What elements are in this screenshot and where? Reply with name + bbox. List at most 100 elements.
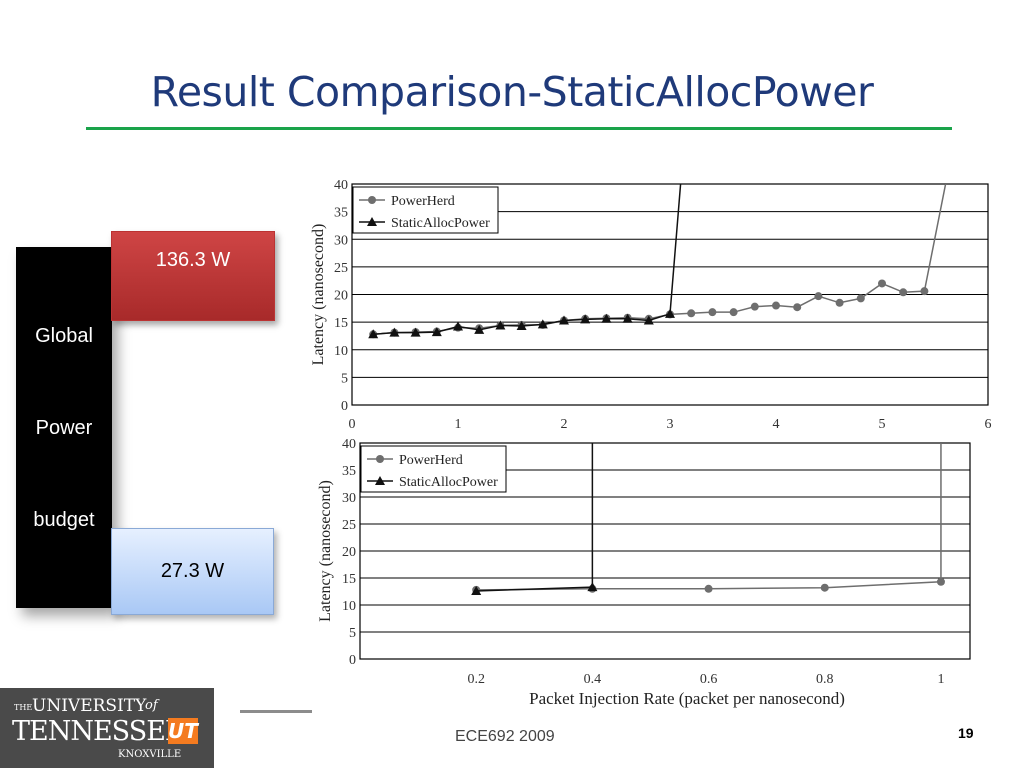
point-StaticAllocPower — [587, 582, 598, 592]
point-PowerHerd — [814, 292, 823, 301]
high-power-label: 136.3 W — [155, 249, 231, 271]
y-tick-label: 15 — [334, 316, 348, 331]
x-axis-label: Packet Injection Rate (packet per nanose… — [529, 689, 845, 708]
point-PowerHerd — [687, 309, 696, 318]
footer-rule — [240, 710, 312, 713]
legend-label-StaticAllocPower: StaticAllocPower — [391, 216, 490, 231]
point-PowerHerd — [820, 583, 829, 592]
point-PowerHerd — [899, 288, 908, 297]
y-tick-label: 5 — [341, 371, 348, 386]
logo-tennessee: TENNESSEE — [12, 716, 185, 747]
y-tick-label: 5 — [349, 626, 356, 641]
logo-of: of — [145, 698, 158, 713]
point-PowerHerd — [936, 577, 945, 586]
y-tick-label: 25 — [334, 261, 348, 276]
chart-1: 0 5 10 15 20 25 30 35 40 0 1 2 3 4 5 6 Latency (nanoseco… — [310, 178, 992, 432]
x-tick-label: 0.6 — [700, 672, 718, 687]
point-PowerHerd — [793, 303, 802, 312]
point-StaticAllocPower — [601, 313, 612, 323]
y-axis-label: Latency (nanosecond) — [317, 480, 334, 622]
legend-marker-PowerHerd — [376, 455, 384, 463]
y-tick-label: 25 — [342, 518, 356, 533]
x-tick-label: 2 — [561, 417, 568, 432]
point-PowerHerd — [920, 287, 929, 296]
y-axis-label: Latency (nanosecond) — [310, 224, 327, 366]
legend-marker-PowerHerd — [368, 196, 376, 204]
y-tick-label: 40 — [334, 178, 348, 193]
y-tick-label: 10 — [334, 344, 348, 359]
legend-label-PowerHerd: PowerHerd — [391, 194, 455, 209]
title-underline — [86, 127, 952, 130]
x-tick-label: 0.4 — [584, 672, 602, 687]
y-tick-label: 20 — [342, 545, 356, 560]
point-PowerHerd — [750, 302, 759, 311]
y-tick-label: 30 — [342, 491, 356, 506]
x-tick-label: 4 — [773, 417, 780, 432]
point-StaticAllocPower — [665, 308, 675, 318]
y-tick-label: 0 — [341, 399, 348, 414]
legend-marker-StaticAllocPower — [367, 217, 377, 226]
point-PowerHerd — [878, 279, 886, 288]
logo-university: UNIVERSITY — [32, 696, 147, 716]
x-tick-label: 0.2 — [467, 672, 485, 687]
legend-box — [352, 186, 499, 234]
point-StaticAllocPower — [622, 313, 633, 323]
point-StaticAllocPower — [516, 320, 527, 330]
y-tick-label: 40 — [342, 437, 356, 452]
point-StaticAllocPower — [410, 327, 421, 337]
point-PowerHerd — [708, 308, 717, 317]
logo-the: THE — [14, 703, 33, 712]
point-StaticAllocPower — [559, 315, 569, 325]
low-power-label: 27.3 W — [160, 560, 225, 582]
point-PowerHerd — [772, 301, 780, 310]
y-tick-label: 20 — [334, 289, 348, 304]
point-StaticAllocPower — [474, 324, 485, 334]
point-StaticAllocPower — [495, 320, 506, 330]
x-tick-label: 3 — [667, 417, 674, 432]
point-PowerHerd — [856, 294, 865, 303]
legend-label-PowerHerd: PowerHerd — [399, 453, 463, 468]
legend-marker-StaticAllocPower — [375, 476, 385, 485]
point-StaticAllocPower — [368, 329, 379, 339]
low-power-box: 27.3 W — [111, 528, 274, 615]
page-number: 19 — [958, 725, 974, 741]
logo-knoxville: KNOXVILLE — [118, 749, 182, 760]
x-tick-label: 5 — [879, 417, 886, 432]
y-tick-label: 35 — [342, 464, 356, 479]
point-StaticAllocPower — [580, 314, 591, 324]
point-PowerHerd — [729, 308, 738, 317]
budget-word-global: Global — [35, 325, 93, 347]
y-tick-label: 15 — [342, 572, 356, 587]
legend-box — [360, 445, 507, 493]
legend-label-StaticAllocPower: StaticAllocPower — [399, 475, 498, 490]
y-tick-label: 30 — [334, 233, 348, 248]
x-tick-label: 6 — [985, 417, 992, 432]
high-power-box: 136.3 W — [111, 231, 275, 321]
x-tick-label: 0 — [349, 417, 356, 432]
point-StaticAllocPower — [471, 585, 482, 595]
point-StaticAllocPower — [453, 321, 463, 331]
point-StaticAllocPower — [537, 319, 548, 329]
budget-word-power: Power — [35, 417, 93, 439]
x-tick-label: 1 — [455, 417, 462, 432]
university-logo: THE UNIVERSITY of TENNESSEE UT KNOXVILLE — [0, 688, 214, 768]
budget-word-budget: budget — [33, 509, 95, 531]
point-StaticAllocPower — [431, 327, 442, 337]
series-line-StaticAllocPower — [373, 184, 682, 336]
series-line-PowerHerd — [476, 443, 942, 591]
y-tick-label: 10 — [342, 599, 356, 614]
slide-title: Result Comparison-StaticAllocPower — [150, 68, 874, 116]
point-PowerHerd — [835, 298, 844, 307]
x-tick-label: 0.8 — [816, 672, 834, 687]
logo-ut-mark: UT — [168, 718, 198, 744]
y-tick-label: 35 — [334, 206, 348, 221]
y-tick-label: 0 — [349, 653, 356, 668]
global-power-budget-block: Global Power budget — [16, 247, 112, 608]
point-StaticAllocPower — [643, 315, 654, 325]
x-tick-label: 1 — [937, 672, 944, 687]
point-PowerHerd — [704, 584, 713, 593]
point-StaticAllocPower — [389, 327, 400, 337]
chart-2: 0 5 10 15 20 25 30 35 40 0.2 0.4 0.6 0.8 1 Latency (na… — [317, 437, 971, 708]
footer-text: ECE692 2009 — [455, 728, 555, 745]
